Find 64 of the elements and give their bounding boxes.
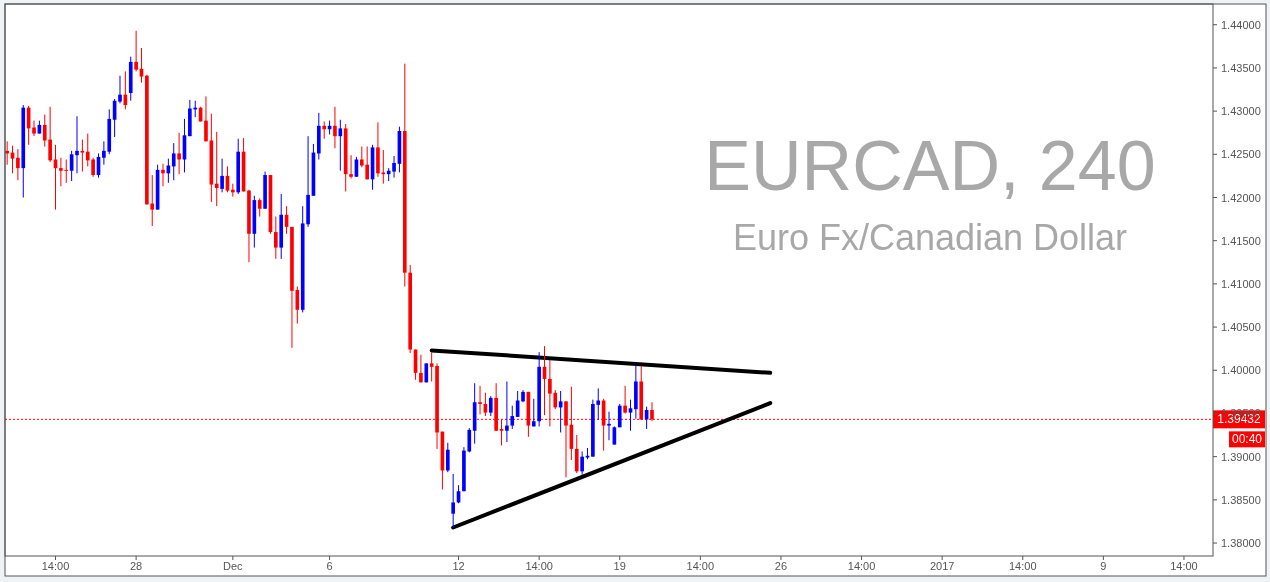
text: EURCAD, 240: [704, 127, 1156, 205]
candlestick: [150, 174, 155, 227]
x-tick-label: 12: [452, 560, 465, 572]
y-tick-label: 1.43000: [1221, 105, 1261, 118]
candlestick: [257, 197, 262, 218]
x-tick-label: Dec: [223, 560, 244, 572]
x-tick-label: 19: [613, 560, 626, 572]
x-tick-label: 14:00: [686, 560, 715, 572]
y-tick-label: 1.41500: [1221, 234, 1261, 247]
x-tick-label: 14:00: [847, 560, 876, 572]
candlestick: [80, 139, 85, 173]
y-tick-label: 1.41000: [1221, 277, 1261, 290]
text: Euro Fx/Canadian Dollar: [732, 217, 1128, 258]
candlestick: [48, 106, 52, 163]
y-tick-label: 1.38500: [1221, 493, 1261, 506]
candlestick: [505, 381, 509, 443]
y-tick-label: 1.42500: [1221, 148, 1261, 161]
candlestick: [16, 148, 20, 181]
candlestick: [134, 30, 138, 72]
candlestick: [623, 385, 627, 414]
candlestick: [338, 119, 343, 172]
candlestick: [574, 434, 579, 474]
candlestick: [171, 142, 176, 181]
candlestick: [177, 132, 181, 175]
candlestick: [274, 216, 278, 260]
x-tick-label: 14:00: [1009, 560, 1037, 572]
candlestick: [204, 95, 208, 142]
x-tick-label: 14:00: [525, 560, 553, 572]
candlestick: [349, 154, 353, 179]
text: 00:40: [1231, 432, 1263, 447]
candlestick: [510, 405, 515, 430]
x-tick-label: 2017: [929, 560, 955, 572]
candlestick: [467, 427, 472, 453]
candlestick: [445, 442, 450, 473]
y-tick-label: 1.40000: [1221, 364, 1261, 377]
candlestick: [118, 75, 122, 104]
candlestick: [531, 398, 536, 427]
y-tick-label: 1.44000: [1221, 18, 1261, 31]
candlestick: [32, 120, 36, 137]
x-tick-label: 28: [129, 560, 143, 572]
candlestick: [478, 385, 482, 415]
candlestick: [429, 351, 434, 382]
x-tick-label: 26: [774, 560, 788, 572]
y-tick-label: 1.40500: [1221, 321, 1261, 334]
x-tick-label: 9: [1100, 560, 1107, 572]
x-tick-label: 14:00: [1170, 560, 1198, 572]
y-tick-label: 1.42000: [1221, 191, 1261, 204]
candlestick: [75, 115, 79, 174]
y-tick-label: 1.38000: [1221, 537, 1261, 550]
candlestick: [333, 106, 337, 149]
y-tick-label: 1.39000: [1221, 450, 1261, 463]
x-tick-label: 6: [326, 560, 333, 572]
x-tick-label: 14:00: [41, 560, 70, 572]
candlestick: [580, 450, 584, 476]
candlestick: [607, 411, 611, 441]
candlestick: [42, 114, 47, 148]
y-tick-label: 1.43500: [1221, 61, 1261, 74]
candlestick: [628, 399, 633, 432]
candlestick: [451, 473, 455, 528]
candlestick: [220, 158, 224, 193]
candlestick: [161, 163, 165, 187]
candlestick: [488, 395, 493, 417]
candlestick: [214, 131, 219, 207]
candlestick: [419, 354, 423, 383]
